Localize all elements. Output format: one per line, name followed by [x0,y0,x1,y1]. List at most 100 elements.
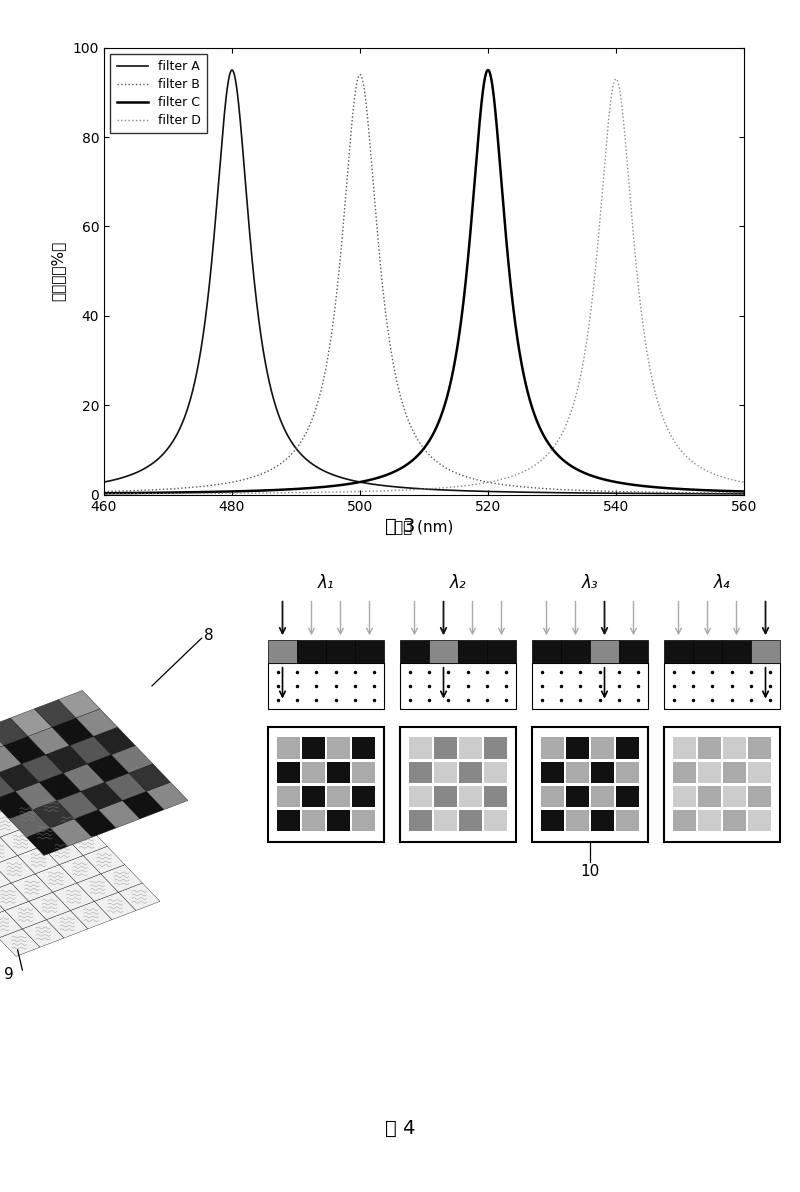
Bar [723,738,746,759]
filter C [483,63,493,77]
Bar [400,727,516,842]
Polygon shape [70,901,112,929]
Bar [302,762,325,783]
Bar [434,786,457,807]
filter B [515,479,525,493]
Bar [400,663,516,709]
filter C [577,465,586,479]
Text: λ₄: λ₄ [714,575,730,592]
Polygon shape [29,892,70,920]
Bar [566,738,589,759]
Bar [698,738,721,759]
Bar [664,663,780,709]
Bar [541,809,564,831]
Polygon shape [66,828,107,856]
Bar [352,738,375,759]
filter C [515,349,525,364]
Polygon shape [26,828,68,856]
Bar [409,786,432,807]
Polygon shape [122,791,164,819]
Polygon shape [0,764,39,791]
Polygon shape [146,782,188,809]
Bar [616,738,639,759]
Bar [327,762,350,783]
Bar [591,762,614,783]
Bar [698,762,721,783]
Bar [748,762,771,783]
Polygon shape [0,856,35,883]
filter B [215,477,225,491]
filter C [483,63,493,77]
Bar [277,786,300,807]
Polygon shape [111,745,153,772]
Bar [327,738,350,759]
filter B [355,68,365,82]
Polygon shape [105,772,146,801]
Bar [409,762,432,783]
Polygon shape [57,791,98,819]
Bar [698,809,721,831]
Bar [352,762,375,783]
Text: 8: 8 [204,628,214,642]
filter B [99,484,109,498]
Text: 图 3: 图 3 [385,517,415,536]
Polygon shape [48,809,90,837]
Polygon shape [33,801,74,828]
Bar [723,786,746,807]
Bar [561,640,590,663]
Polygon shape [81,782,122,809]
Bar [268,663,384,709]
Polygon shape [70,737,111,764]
filter A [483,484,493,498]
Bar [532,663,648,709]
filter B [344,155,354,169]
Text: λ₃: λ₃ [582,575,598,592]
Bar [722,640,751,663]
Polygon shape [0,791,33,819]
Bar [459,809,482,831]
Polygon shape [63,764,105,791]
filter A [515,485,525,499]
Bar [591,786,614,807]
Polygon shape [118,883,160,911]
Polygon shape [0,727,4,755]
Polygon shape [0,864,11,892]
Bar [698,786,721,807]
filter C [626,477,635,491]
Bar [619,640,648,663]
filter A [227,63,237,77]
Polygon shape [46,745,87,772]
Polygon shape [34,700,76,727]
Bar [566,809,589,831]
Polygon shape [0,837,18,864]
filter D [611,72,621,86]
Bar [400,640,429,663]
filter C [344,477,354,491]
Polygon shape [22,755,63,782]
Polygon shape [28,727,70,755]
Bar [434,762,457,783]
Bar [434,809,457,831]
Bar [664,640,693,663]
Polygon shape [5,901,46,929]
Text: λ₁: λ₁ [318,575,334,592]
Polygon shape [42,837,83,864]
Bar [302,786,325,807]
Bar [723,809,746,831]
Bar [748,786,771,807]
filter D [739,476,749,490]
Bar [616,809,639,831]
Polygon shape [83,846,125,874]
Polygon shape [11,874,53,901]
Polygon shape [76,709,118,737]
filter B [483,476,493,490]
Bar [327,809,350,831]
Polygon shape [129,764,170,791]
Polygon shape [18,846,59,874]
Bar [355,640,384,663]
Text: 图 4: 图 4 [385,1119,415,1138]
Bar [616,762,639,783]
filter D [215,486,225,501]
filter D [626,192,635,206]
Bar [352,786,375,807]
